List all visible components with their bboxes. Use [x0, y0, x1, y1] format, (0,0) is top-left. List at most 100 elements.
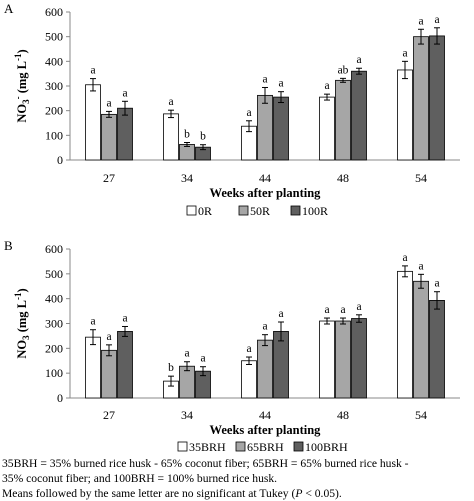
panel-a-significance-letter: a — [324, 80, 329, 92]
panel-b-y-tick-label: 300 — [45, 317, 63, 331]
panel-a-x-tick-label: 27 — [103, 171, 115, 185]
panel-a-y-tick-label: 100 — [45, 128, 63, 142]
panel-b-bar-35brh — [85, 336, 101, 399]
panel-b-x-tick-label: 34 — [181, 408, 193, 422]
panel-a-significance-letter: a — [418, 15, 423, 27]
panel-b-significance-letter: a — [106, 331, 111, 343]
panel-b-significance-letter: a — [90, 316, 95, 328]
panel-b-bar-100brh — [429, 300, 445, 399]
panel-b-bar-100brh — [117, 331, 133, 399]
panel-a-y-axis-title-part: 3 — [21, 99, 31, 104]
panel-b-significance-letter: a — [278, 308, 283, 320]
panel-b-legend-swatch-65brh — [235, 441, 246, 452]
panel-a-legend-swatch-100r — [290, 205, 301, 216]
panel-b-legend-swatch-100brh — [293, 441, 304, 452]
panel-b-y-axis-title-part: ) — [15, 288, 29, 292]
panel-a-significance-letter: a — [106, 97, 111, 109]
panel-a-legend-swatch-50r — [238, 205, 249, 216]
panel-b-bar-65brh — [101, 349, 117, 399]
caption-line-2: 35% coconut fiber; and 100BRH = 100% bur… — [2, 472, 278, 485]
panel-b-x-axis-title: Weeks after planting — [210, 423, 322, 437]
panel-b-x-tick-label: 27 — [103, 408, 115, 422]
panel-a-y-tick-label: 400 — [45, 54, 63, 68]
panel-b-bar-65brh — [335, 320, 351, 399]
panel-b-legend-swatch-35brh — [177, 441, 188, 452]
panel-b-significance-letter: a — [356, 301, 361, 313]
panel-b-y-axis-title-part: 3 — [21, 335, 31, 340]
panel-b-significance-letter: a — [324, 304, 329, 316]
panel-b-legend-label-65brh: 65BRH — [247, 440, 284, 454]
panel-b-y-tick-label: 200 — [45, 341, 63, 355]
panel-a-x-tick-label: 34 — [181, 171, 193, 185]
panel-b-bar-35brh — [241, 360, 257, 399]
panel-b-label: B — [4, 238, 13, 253]
panel-a-legend-swatch-0r — [186, 205, 197, 216]
panel-a-significance-letter: a — [402, 47, 407, 59]
panel-b-x-tick-label: 44 — [259, 408, 271, 422]
panel-a-x-tick-label: 44 — [259, 171, 271, 185]
panel-b-bar-35brh — [319, 320, 335, 399]
panel-b-y-axis-title-part: -1 — [13, 292, 23, 300]
panel-a-y-tick-label: 0 — [57, 153, 63, 167]
panel-a-bar-0r — [85, 84, 101, 161]
panel-b-significance-letter: a — [246, 343, 251, 355]
panel-b-bar-35brh — [397, 270, 413, 399]
panel-a-legend-label-50r: 50R — [250, 204, 270, 218]
panel-a-bar-50r — [335, 79, 351, 161]
caption-line-3-tail: < 0.05). — [302, 487, 342, 500]
panel-a-bar-100r — [273, 96, 289, 161]
panel-a-bar-0r — [163, 113, 179, 161]
panel-b-significance-letter: a — [434, 278, 439, 290]
panel-a-significance-letter: a — [168, 96, 173, 108]
panel-a-x-tick-label: 48 — [337, 171, 349, 185]
panel-a-y-axis-title-part: -1 — [13, 53, 23, 61]
panel-b-y-axis-title-part: NO — [15, 340, 29, 359]
panel-a-y-axis-title: NO3- (mg L-1) — [13, 49, 31, 122]
panel-a-bar-0r — [397, 69, 413, 161]
panel-a-bar-50r — [101, 113, 117, 161]
panel-a-x-tick-label: 54 — [415, 171, 427, 185]
panel-b-x-tick-label: 54 — [415, 408, 427, 422]
panel-b-y-axis-title-part: (mg L — [15, 300, 29, 335]
panel-b-bar-65brh — [413, 280, 429, 399]
panel-b-y-tick-label: 500 — [45, 267, 63, 281]
panel-a-significance-letter: b — [200, 131, 206, 143]
panel-b-significance-letter: a — [418, 260, 423, 272]
panel-b-significance-letter: b — [168, 362, 174, 374]
panel-b-bar-100brh — [273, 331, 289, 399]
panel-a-significance-letter: a — [90, 65, 95, 77]
panel-b-legend-label-100brh: 100BRH — [305, 440, 348, 454]
caption-line-1: 35BRH = 35% burned rice husk - 65% cocon… — [2, 457, 409, 470]
panel-a-label: A — [4, 1, 14, 16]
panel-a-bar-50r — [413, 36, 429, 161]
panel-b-significance-letter: a — [262, 321, 267, 333]
panel-a-y-tick-label: 300 — [45, 79, 63, 93]
panel-a-bar-50r — [257, 94, 273, 161]
panel-a-y-tick-label: 600 — [45, 5, 63, 19]
caption-line-3: Means followed by the same letter are no… — [2, 486, 342, 501]
panel-a-significance-letter: a — [278, 78, 283, 90]
panel-a-significance-letter: a — [122, 87, 127, 99]
panel-b-y-tick-label: 100 — [45, 366, 63, 380]
panel-b-bar-65brh — [257, 339, 273, 399]
panel-b-legend-label-35brh: 35BRH — [189, 440, 226, 454]
panel-a-bar-100r — [429, 35, 445, 161]
panel-a-bar-100r — [117, 107, 133, 161]
panel-b-significance-letter: a — [340, 304, 345, 316]
panel-a-significance-letter: b — [184, 128, 190, 140]
panel-a-y-axis-title-part: - — [13, 96, 23, 99]
panel-a-y-tick-label: 200 — [45, 104, 63, 118]
panel-b-bar-100brh — [351, 318, 367, 399]
panel-a-bar-100r — [351, 70, 367, 161]
panel-b-y-tick-label: 0 — [57, 391, 63, 405]
panel-a-significance-letter: a — [246, 107, 251, 119]
panel-a-y-axis-title-part: NO — [15, 104, 29, 123]
panel-a-significance-letter: ab — [338, 64, 349, 76]
panel-a-legend-label-100r: 100R — [302, 204, 328, 218]
panel-a-significance-letter: a — [434, 14, 439, 26]
panel-b-significance-letter: a — [122, 312, 127, 324]
panel-b-y-axis-title: NO3 (mg L-1) — [13, 288, 31, 358]
panel-b-significance-letter: a — [200, 353, 205, 365]
panel-b-significance-letter: a — [402, 252, 407, 264]
